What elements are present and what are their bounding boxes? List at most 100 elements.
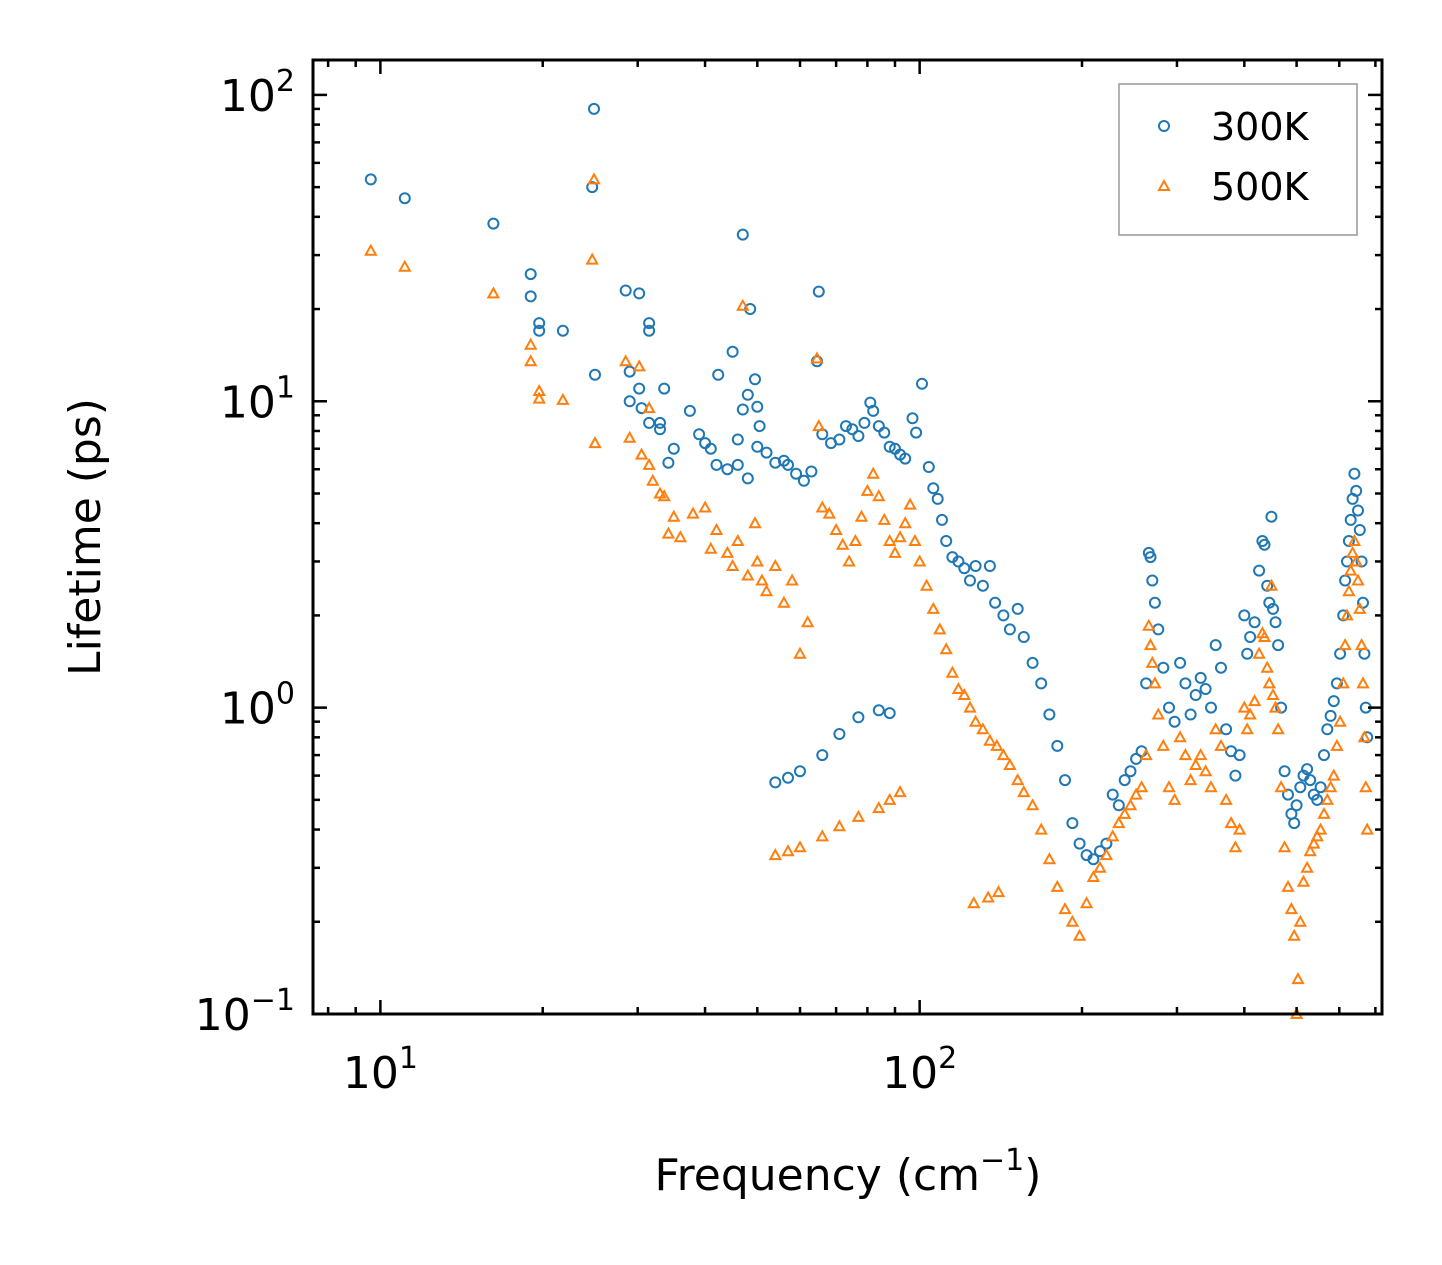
data-point-300k bbox=[976, 579, 989, 592]
data-point-300k bbox=[769, 456, 782, 469]
data-point-500k bbox=[1065, 914, 1080, 927]
data-point-500k bbox=[736, 298, 750, 311]
data-point-500k bbox=[1118, 806, 1132, 819]
data-point-300k bbox=[619, 284, 632, 297]
x-axis-title: Frequency (cm−1) bbox=[655, 1143, 1042, 1201]
data-point-500k bbox=[1336, 676, 1350, 689]
data-point-300k bbox=[1248, 616, 1261, 629]
data-point-500k bbox=[1178, 748, 1193, 761]
data-point-300k bbox=[927, 482, 940, 495]
data-point-500k bbox=[832, 819, 847, 832]
data-point-500k bbox=[1323, 780, 1338, 793]
data-point-500k bbox=[1317, 806, 1331, 819]
x-tick-label: 101 bbox=[343, 1041, 418, 1099]
data-point-300k bbox=[586, 181, 599, 194]
data-point-300k bbox=[654, 416, 666, 429]
data-point-500k bbox=[1011, 773, 1025, 786]
data-point-300k bbox=[1112, 799, 1125, 812]
data-point-300k bbox=[731, 458, 744, 471]
data-point-300k bbox=[487, 217, 500, 230]
data-point-300k bbox=[1321, 723, 1334, 736]
tick-labels-layer: 101 102 10−1 100 101 102 bbox=[195, 64, 957, 1099]
data-point-500k bbox=[933, 622, 947, 635]
data-point-300k bbox=[1148, 596, 1161, 609]
data-point-500k bbox=[893, 785, 907, 798]
data-point-500k bbox=[686, 506, 700, 519]
data-point-500k bbox=[1342, 584, 1356, 597]
data-point-500k bbox=[588, 436, 602, 449]
x-tick-label: 102 bbox=[882, 1041, 957, 1099]
data-point-300k bbox=[1233, 749, 1246, 762]
data-point-300k bbox=[983, 560, 996, 572]
data-point-500k bbox=[1143, 638, 1158, 651]
data-point-300k bbox=[1189, 689, 1202, 701]
data-point-300k bbox=[1051, 739, 1064, 752]
data-point-300k bbox=[1163, 701, 1175, 714]
data-point-500k bbox=[642, 401, 656, 414]
legend-label-300k: 300K bbox=[1211, 105, 1310, 149]
data-point-300k bbox=[1282, 788, 1294, 801]
data-point-500k bbox=[967, 896, 981, 909]
data-point-500k bbox=[1271, 722, 1285, 735]
data-point-500k bbox=[793, 646, 807, 659]
data-point-300k bbox=[958, 562, 971, 575]
data-point-300k bbox=[751, 440, 764, 453]
data-point-300k bbox=[1290, 799, 1303, 812]
data-point-300k bbox=[1314, 781, 1327, 794]
data-point-500k bbox=[642, 457, 656, 470]
data-point-300k bbox=[1066, 817, 1079, 830]
data-point-300k bbox=[533, 317, 546, 330]
data-point-500k bbox=[1333, 714, 1347, 727]
data-point-300k bbox=[1087, 853, 1100, 866]
data-point-300k bbox=[1324, 709, 1337, 722]
data-point-300k bbox=[1304, 774, 1317, 787]
data-point-300k bbox=[989, 596, 1002, 609]
data-point-300k bbox=[658, 382, 671, 395]
data-point-500k bbox=[793, 840, 807, 853]
data-point-500k bbox=[1156, 738, 1170, 751]
data-point-300k bbox=[693, 428, 706, 441]
data-point-500k bbox=[1214, 738, 1228, 751]
data-point-300k bbox=[736, 403, 749, 416]
data-point-500k bbox=[486, 286, 501, 299]
data-point-500k bbox=[893, 530, 907, 543]
data-point-500k bbox=[1209, 722, 1223, 735]
data-point-300k bbox=[1059, 774, 1071, 787]
data-point-500k bbox=[623, 430, 637, 443]
data-point-500k bbox=[1338, 638, 1352, 651]
data-point-300k bbox=[1253, 564, 1266, 577]
data-point-300k bbox=[794, 765, 806, 778]
data-point-300k bbox=[1199, 683, 1212, 695]
data-point-500k bbox=[731, 533, 745, 546]
data-point-500k bbox=[1086, 869, 1101, 882]
data-point-300k bbox=[833, 433, 846, 446]
data-point-300k bbox=[846, 423, 859, 436]
data-point-300k bbox=[1294, 781, 1307, 794]
data-point-500k bbox=[883, 533, 897, 546]
data-point-500k bbox=[903, 497, 917, 510]
data-point-300k bbox=[751, 400, 764, 413]
data-point-500k bbox=[1313, 822, 1328, 835]
data-point-300k bbox=[1215, 661, 1227, 674]
data-point-300k bbox=[1278, 765, 1291, 778]
data-point-500k bbox=[1268, 700, 1283, 713]
data-point-500k bbox=[1252, 646, 1266, 659]
data-point-300k bbox=[1194, 671, 1207, 684]
data-point-500k bbox=[812, 419, 826, 432]
data-point-500k bbox=[1310, 829, 1324, 842]
data-point-300k bbox=[749, 373, 761, 386]
data-point-500k bbox=[1003, 757, 1017, 770]
data-point-300k bbox=[753, 420, 766, 433]
data-point-300k bbox=[812, 285, 825, 298]
data-point-500k bbox=[1243, 707, 1257, 720]
data-point-300k bbox=[769, 776, 782, 789]
data-point-300k bbox=[936, 513, 948, 526]
data-point-500k bbox=[1303, 844, 1317, 857]
data-point-500k bbox=[1257, 629, 1272, 642]
data-point-300k bbox=[797, 474, 810, 487]
data-point-300k bbox=[910, 426, 923, 439]
data-point-300k bbox=[633, 287, 646, 300]
data-point-300k bbox=[1146, 574, 1159, 587]
data-point-500k bbox=[981, 890, 995, 903]
data-point-300k bbox=[643, 324, 656, 337]
